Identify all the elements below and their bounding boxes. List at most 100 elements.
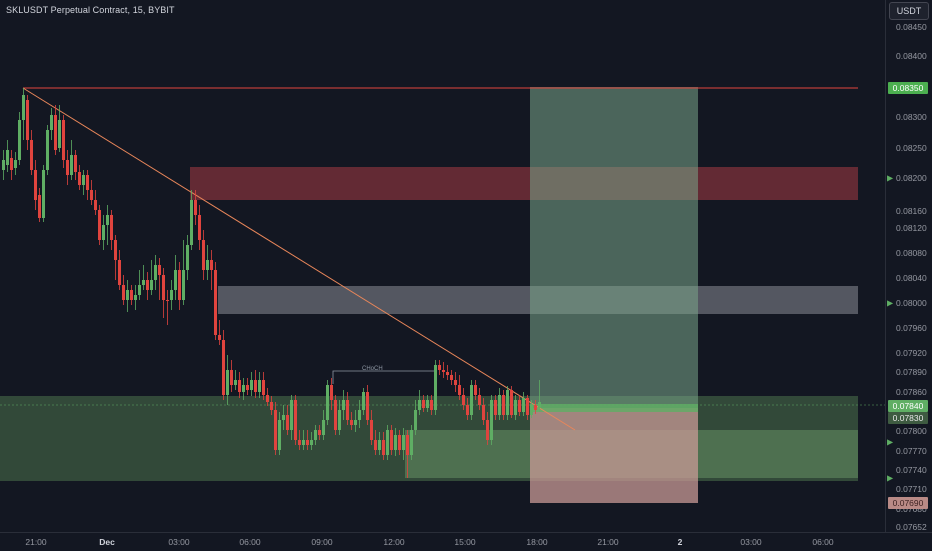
candle-body bbox=[150, 280, 153, 290]
candle-body bbox=[362, 392, 365, 410]
candle-body bbox=[342, 400, 345, 410]
candle-body bbox=[398, 435, 401, 450]
candle-body bbox=[306, 440, 309, 445]
price-label: 0.08300 bbox=[896, 112, 927, 122]
candle-body bbox=[462, 395, 465, 405]
price-label: 0.08250 bbox=[896, 143, 927, 153]
candle-body bbox=[54, 115, 57, 150]
candle-body bbox=[126, 290, 129, 300]
position-target-zone[interactable] bbox=[530, 87, 698, 408]
supply-zone[interactable] bbox=[190, 167, 858, 200]
price-label: 0.07960 bbox=[896, 323, 927, 333]
candle-body bbox=[138, 285, 141, 295]
candle-body bbox=[310, 440, 313, 445]
alert-arrow-icon: ▶ bbox=[887, 437, 894, 447]
candle-body bbox=[234, 380, 237, 385]
time-label: 21:00 bbox=[25, 537, 47, 547]
candle-body bbox=[334, 400, 337, 430]
candle-body bbox=[502, 395, 505, 415]
candle-body bbox=[10, 158, 13, 170]
candle-body bbox=[74, 155, 77, 172]
price-label: 0.08120 bbox=[896, 223, 927, 233]
trendline[interactable] bbox=[22, 87, 576, 431]
candle-body bbox=[302, 440, 305, 445]
time-label: 03:00 bbox=[740, 537, 762, 547]
position-entry-strip[interactable] bbox=[530, 404, 698, 412]
candle-body bbox=[406, 435, 409, 455]
entry-price-tag: 0.07830 bbox=[888, 412, 928, 424]
time-label: 2 bbox=[677, 537, 683, 547]
candle-body bbox=[374, 440, 377, 450]
candle-body bbox=[162, 275, 165, 300]
time-label: Dec bbox=[99, 537, 115, 547]
price-label: 0.07860 bbox=[896, 387, 927, 397]
candle-body bbox=[530, 405, 533, 415]
candle-body bbox=[318, 430, 321, 435]
candle-body bbox=[534, 405, 537, 410]
alert-arrow-icon: ▶ bbox=[887, 298, 894, 308]
candle-body bbox=[222, 340, 225, 395]
candle-body bbox=[294, 400, 297, 440]
candle-body bbox=[146, 280, 149, 290]
candle-body bbox=[214, 270, 217, 335]
candle-body bbox=[410, 430, 413, 455]
candle-body bbox=[426, 400, 429, 408]
candle-body bbox=[434, 365, 437, 410]
price-label-mid-zone: 0.08000 bbox=[896, 298, 927, 308]
candle-body bbox=[354, 420, 357, 425]
candle-body bbox=[194, 200, 197, 215]
chart-canvas[interactable] bbox=[0, 0, 885, 532]
currency-button[interactable]: USDT bbox=[889, 2, 929, 20]
candle-body bbox=[46, 130, 49, 170]
time-label: 06:00 bbox=[812, 537, 834, 547]
candle-body bbox=[274, 410, 277, 450]
candle-body bbox=[106, 215, 109, 225]
candle-body bbox=[130, 290, 133, 300]
alert-arrow-icon: ▶ bbox=[887, 173, 894, 183]
candle-body bbox=[182, 270, 185, 300]
candle-body bbox=[30, 140, 33, 170]
candle-body bbox=[102, 225, 105, 240]
candle-body bbox=[94, 200, 97, 210]
choch-marker bbox=[332, 370, 436, 384]
candle-body bbox=[526, 398, 529, 415]
candle-body bbox=[514, 400, 517, 415]
candle-body bbox=[246, 385, 249, 390]
candle-body bbox=[78, 172, 81, 185]
price-label: 0.07770 bbox=[896, 446, 927, 456]
candle-body bbox=[518, 400, 521, 412]
candle-body bbox=[478, 395, 481, 405]
candle-body bbox=[254, 380, 257, 392]
time-label: 09:00 bbox=[311, 537, 333, 547]
price-label: 0.07920 bbox=[896, 348, 927, 358]
chart-pane[interactable]: SKLUSDT Perpetual Contract, 15, BYBIT CH… bbox=[0, 0, 885, 532]
time-label: 06:00 bbox=[239, 537, 261, 547]
candle-body bbox=[486, 420, 489, 440]
candle-body bbox=[322, 420, 325, 435]
candle-body bbox=[122, 285, 125, 300]
candle-body bbox=[70, 155, 73, 175]
position-stop-zone[interactable] bbox=[530, 408, 698, 503]
candle-body bbox=[22, 95, 25, 120]
candle-body bbox=[446, 372, 449, 375]
candle-body bbox=[98, 210, 101, 240]
price-label: 0.07800 bbox=[896, 426, 927, 436]
candle-body bbox=[350, 420, 353, 425]
candle-body bbox=[66, 160, 69, 175]
candle-body bbox=[18, 120, 21, 160]
candle-body bbox=[510, 390, 513, 415]
candle-body bbox=[38, 195, 41, 218]
candle-body bbox=[110, 215, 113, 240]
candle-body bbox=[442, 370, 445, 372]
candle-body bbox=[418, 400, 421, 410]
candle-body bbox=[218, 335, 221, 340]
candle-body bbox=[474, 385, 477, 395]
candle-body bbox=[186, 245, 189, 270]
price-label: 0.08450 bbox=[896, 22, 927, 32]
candle-body bbox=[258, 380, 261, 392]
candle-body bbox=[394, 435, 397, 450]
candle-body bbox=[174, 270, 177, 290]
time-axis[interactable] bbox=[0, 532, 932, 551]
candle-body bbox=[230, 370, 233, 385]
candle-body bbox=[466, 405, 469, 415]
